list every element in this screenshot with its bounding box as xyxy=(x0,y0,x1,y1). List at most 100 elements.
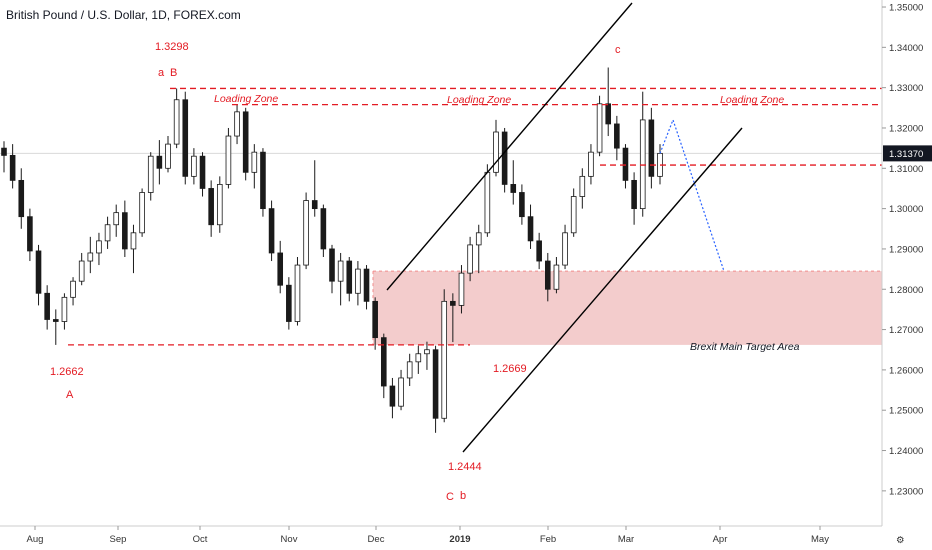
candle-body xyxy=(346,260,353,294)
chart-title: British Pound / U.S. Dollar, 1D, FOREX.c… xyxy=(6,8,241,22)
target-zone xyxy=(373,271,882,345)
candle-body xyxy=(242,111,249,173)
candle-body xyxy=(156,155,163,169)
candle-body xyxy=(27,216,33,252)
y-tick-label: 1.25000 xyxy=(889,406,923,417)
label-C: C xyxy=(446,491,454,503)
label-c: c xyxy=(615,44,621,56)
candle-body xyxy=(182,99,189,177)
candle-body xyxy=(355,268,361,294)
y-tick-label: 1.26000 xyxy=(889,365,923,376)
x-tick-label: Feb xyxy=(540,534,556,545)
y-tick-label: 1.24000 xyxy=(889,446,923,457)
candle-body xyxy=(372,300,378,339)
candle-body xyxy=(441,300,448,419)
candle-body xyxy=(303,200,309,266)
candle-body xyxy=(1,147,7,156)
candle-body xyxy=(329,248,335,282)
channel-lower-line xyxy=(462,127,743,453)
y-tick-label: 1.28000 xyxy=(889,285,923,296)
current-price-tag xyxy=(883,145,932,162)
x-tick-label: May xyxy=(811,534,829,545)
candle-body xyxy=(18,179,25,218)
candle-body xyxy=(510,184,517,193)
candle-body xyxy=(432,349,439,419)
y-tick-label: 1.32000 xyxy=(889,123,923,134)
x-tick-label: Mar xyxy=(618,534,634,545)
candle-body xyxy=(216,184,223,226)
current-price-label: 1.31370 xyxy=(889,149,923,160)
candle-body xyxy=(614,123,620,149)
candle-body xyxy=(294,264,301,322)
y-tick-label: 1.30000 xyxy=(889,204,923,215)
settings-icon[interactable]: ⚙ xyxy=(896,535,905,546)
candle-body xyxy=(398,377,404,407)
candle-body xyxy=(648,119,655,177)
candle-body xyxy=(380,337,387,387)
candle-body xyxy=(147,155,154,193)
candle-body xyxy=(44,292,50,320)
candle-body xyxy=(225,135,232,185)
candle-body xyxy=(337,260,344,282)
label-a: a xyxy=(158,67,165,79)
candle-body xyxy=(87,252,94,262)
candle-body xyxy=(104,224,111,242)
label-B: B xyxy=(170,67,177,79)
candle-body xyxy=(424,349,430,355)
candle-body xyxy=(139,192,145,234)
candle-body xyxy=(562,232,568,266)
candle-body xyxy=(450,300,456,306)
label-A: A xyxy=(66,389,74,401)
x-tick-label: Oct xyxy=(193,534,208,545)
candle-body xyxy=(579,175,586,197)
candle-body xyxy=(78,260,85,282)
candle-body xyxy=(458,272,465,306)
candle-body xyxy=(493,131,499,173)
x-tick-label: Aug xyxy=(27,534,44,545)
candle-body xyxy=(251,151,258,173)
candle-body xyxy=(9,154,16,181)
candle-body xyxy=(639,119,646,210)
candle-body xyxy=(415,353,422,363)
y-tick-label: 1.34000 xyxy=(889,43,923,54)
label-high-1: 1.3298 xyxy=(155,41,189,53)
candle-body xyxy=(260,151,266,210)
candle-body xyxy=(320,208,327,250)
candle-body xyxy=(165,143,171,169)
projection-path xyxy=(659,118,725,272)
candle-body xyxy=(130,232,137,250)
channel-upper-line xyxy=(386,2,633,291)
x-tick-label: Dec xyxy=(368,534,385,545)
candle-body xyxy=(536,240,542,262)
y-tick-label: 1.31000 xyxy=(889,164,923,175)
y-tick-label: 1.23000 xyxy=(889,486,923,497)
x-tick-label: Sep xyxy=(110,534,127,545)
candle-body xyxy=(277,252,284,286)
x-tick-label: 2019 xyxy=(449,534,470,545)
candle-body xyxy=(122,212,128,250)
loading-zone-label-1: Loading Zone xyxy=(214,93,278,105)
label-b: b xyxy=(460,490,466,502)
candle-body xyxy=(588,151,594,177)
candle-body xyxy=(52,319,59,322)
candle-body xyxy=(596,103,603,153)
candle-body xyxy=(199,155,206,189)
candle-body xyxy=(631,179,637,210)
candle-body xyxy=(406,361,413,379)
candle-body xyxy=(527,216,534,242)
y-tick-label: 1.35000 xyxy=(889,3,923,14)
candle-body xyxy=(570,196,577,234)
candle-body xyxy=(475,232,482,246)
x-tick-label: Apr xyxy=(713,534,728,545)
label-low-3: 1.2669 xyxy=(493,363,527,375)
loading-zone-label-2: Loading Zone xyxy=(447,94,511,106)
y-tick-label: 1.29000 xyxy=(889,244,923,255)
candle-body xyxy=(61,296,68,322)
candle-body xyxy=(622,147,629,181)
y-tick-label: 1.27000 xyxy=(889,325,923,336)
candle-body xyxy=(191,155,197,177)
candle-body xyxy=(467,244,473,274)
candle-body xyxy=(311,200,318,210)
target-zone-label: Brexit Main Target Area xyxy=(690,341,800,353)
